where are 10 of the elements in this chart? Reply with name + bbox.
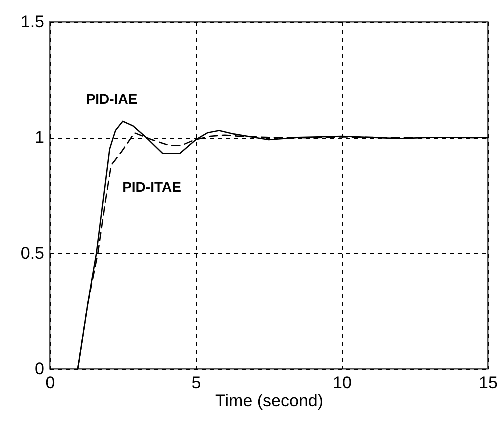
x-tick-label: 10: [333, 374, 352, 392]
y-tick-label: 1: [35, 128, 44, 148]
y-tick-label: 0.5: [20, 244, 44, 263]
y-tick-label: 1.5: [20, 12, 44, 32]
x-tick-label: 15: [479, 374, 498, 392]
x-axis-title: Time (second): [215, 392, 324, 410]
x-tick-label: 5: [192, 374, 202, 392]
annotation: PID-ITAE: [122, 179, 182, 195]
annotation: PID-IAE: [86, 91, 138, 107]
y-tick-label: 0: [35, 360, 44, 378]
